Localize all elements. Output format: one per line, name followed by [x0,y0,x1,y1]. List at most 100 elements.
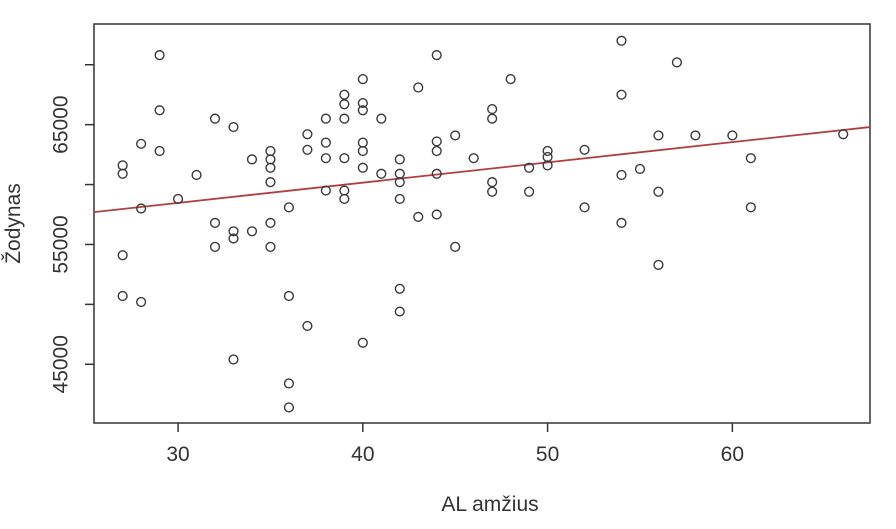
data-point [265,241,276,252]
data-point [117,168,128,179]
data-point [487,103,498,115]
data-point [154,105,165,116]
y-axis-title: Žodynas [2,183,25,264]
data-point [505,74,516,85]
data-point [653,259,664,270]
data-point [487,177,498,188]
data-point [394,193,405,205]
data-point [117,290,128,302]
data-point [357,97,368,109]
data-point [265,154,276,165]
data-point [431,145,442,157]
data-point [653,186,664,197]
data-point [209,217,221,229]
data-point [357,162,368,173]
data-point [394,177,405,188]
data-point [117,250,128,261]
data-point [154,145,165,157]
data-point [339,193,350,205]
data-point [283,402,295,413]
data-point [154,50,165,61]
data-point [542,145,553,157]
data-point [283,290,295,302]
data-point [579,144,590,155]
data-point [838,129,849,140]
data-point [634,163,646,175]
data-point [302,320,313,332]
data-point [394,154,405,165]
data-point [136,138,147,149]
data-point [413,211,424,223]
data-point [302,129,313,140]
data-point [413,82,424,93]
data-point [136,203,147,214]
data-point [339,113,350,124]
trend-line [93,126,871,214]
data-point [339,153,350,164]
data-point [265,217,276,229]
data-point [727,130,738,141]
data-point [616,169,627,181]
x-tick-label: 30 [166,443,189,466]
data-point [450,241,461,252]
data-point [357,337,368,348]
data-point [320,113,331,124]
data-point [357,145,368,157]
data-point [357,74,368,85]
data-point [209,241,221,252]
data-point [117,160,128,171]
data-point [357,137,368,148]
data-point [431,209,442,220]
y-tick-label: 55000 [50,215,73,273]
data-point [339,99,350,110]
data-point [191,169,202,181]
data-point [283,378,295,389]
data-point [431,168,442,179]
data-point [283,202,295,213]
data-point [450,130,461,141]
data-point [228,121,239,133]
data-point [172,193,184,205]
data-point [265,145,276,157]
data-point [487,113,498,124]
data-point [228,233,239,244]
data-point [394,283,405,294]
data-point [136,296,147,308]
data-point [246,154,258,165]
data-point [320,185,331,196]
data-point [339,185,350,196]
data-point [542,160,553,171]
data-point [339,89,350,100]
data-point [524,186,535,197]
data-point [265,162,276,173]
data-point [524,162,535,173]
data-point [690,130,701,141]
data-point [302,144,313,155]
data-point [320,137,331,148]
data-point [745,153,756,164]
data-point [616,217,627,229]
data-point [228,226,239,237]
plot-border [93,23,871,424]
data-point [431,136,442,147]
y-tick-label: 65000 [50,95,73,153]
data-point [671,57,683,68]
data-point [246,226,258,237]
data-point [209,113,221,124]
data-point [228,354,239,365]
data-point [653,130,664,141]
data-point [357,105,368,116]
data-point [616,89,627,100]
data-point [265,177,276,188]
data-point [376,113,387,124]
data-point [394,306,405,317]
x-tick-label: 60 [721,443,744,466]
y-tick-label: 45000 [50,335,73,393]
data-point [745,202,756,213]
data-point [468,153,479,164]
data-point [376,168,387,179]
x-tick-label: 50 [536,443,559,466]
x-axis-title: AL amžius [441,493,538,516]
data-point [579,202,590,213]
